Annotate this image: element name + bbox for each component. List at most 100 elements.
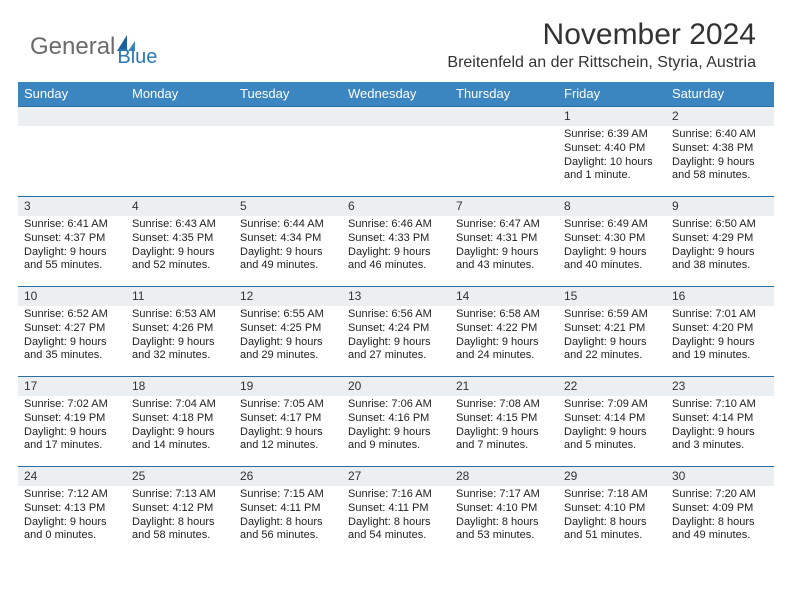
day-cell: 24Sunrise: 7:12 AMSunset: 4:13 PMDayligh… bbox=[18, 466, 126, 556]
day-sunset: Sunset: 4:21 PM bbox=[564, 322, 660, 336]
day-cell: 19Sunrise: 7:05 AMSunset: 4:17 PMDayligh… bbox=[234, 376, 342, 466]
day-d2: and 58 minutes. bbox=[132, 529, 228, 543]
day-cell: 11Sunrise: 6:53 AMSunset: 4:26 PMDayligh… bbox=[126, 286, 234, 376]
day-sunset: Sunset: 4:24 PM bbox=[348, 322, 444, 336]
day-cell: 17Sunrise: 7:02 AMSunset: 4:19 PMDayligh… bbox=[18, 376, 126, 466]
day-number: 7 bbox=[450, 197, 558, 216]
day-d2: and 5 minutes. bbox=[564, 439, 660, 453]
day-sunrise: Sunrise: 7:01 AM bbox=[672, 308, 768, 322]
day-sunrise: Sunrise: 6:56 AM bbox=[348, 308, 444, 322]
empty-cell bbox=[18, 106, 126, 196]
day-sunset: Sunset: 4:19 PM bbox=[24, 412, 120, 426]
day-body: Sunrise: 7:08 AMSunset: 4:15 PMDaylight:… bbox=[450, 396, 558, 457]
day-d1: Daylight: 9 hours bbox=[672, 426, 768, 440]
day-d1: Daylight: 9 hours bbox=[24, 426, 120, 440]
day-sunset: Sunset: 4:26 PM bbox=[132, 322, 228, 336]
day-d1: Daylight: 9 hours bbox=[240, 426, 336, 440]
dow-cell: Friday bbox=[558, 82, 666, 106]
day-d1: Daylight: 10 hours bbox=[564, 156, 660, 170]
day-cell: 13Sunrise: 6:56 AMSunset: 4:24 PMDayligh… bbox=[342, 286, 450, 376]
day-number: 24 bbox=[18, 467, 126, 486]
day-d2: and 49 minutes. bbox=[240, 259, 336, 273]
day-cell: 20Sunrise: 7:06 AMSunset: 4:16 PMDayligh… bbox=[342, 376, 450, 466]
day-body: Sunrise: 6:44 AMSunset: 4:34 PMDaylight:… bbox=[234, 216, 342, 277]
day-body: Sunrise: 7:09 AMSunset: 4:14 PMDaylight:… bbox=[558, 396, 666, 457]
daynum-bar-empty bbox=[126, 107, 234, 126]
day-sunset: Sunset: 4:33 PM bbox=[348, 232, 444, 246]
day-sunrise: Sunrise: 7:18 AM bbox=[564, 488, 660, 502]
logo: General Blue bbox=[30, 24, 157, 69]
day-number: 30 bbox=[666, 467, 774, 486]
day-sunrise: Sunrise: 6:41 AM bbox=[24, 218, 120, 232]
day-number: 15 bbox=[558, 287, 666, 306]
day-number: 14 bbox=[450, 287, 558, 306]
day-d1: Daylight: 8 hours bbox=[456, 516, 552, 530]
day-cell: 16Sunrise: 7:01 AMSunset: 4:20 PMDayligh… bbox=[666, 286, 774, 376]
day-d2: and 49 minutes. bbox=[672, 529, 768, 543]
day-cell: 2Sunrise: 6:40 AMSunset: 4:38 PMDaylight… bbox=[666, 106, 774, 196]
day-d2: and 58 minutes. bbox=[672, 169, 768, 183]
day-sunrise: Sunrise: 6:55 AM bbox=[240, 308, 336, 322]
day-sunset: Sunset: 4:09 PM bbox=[672, 502, 768, 516]
day-number: 9 bbox=[666, 197, 774, 216]
daynum-bar-empty bbox=[234, 107, 342, 126]
day-sunset: Sunset: 4:11 PM bbox=[348, 502, 444, 516]
day-d1: Daylight: 9 hours bbox=[672, 246, 768, 260]
day-cell: 12Sunrise: 6:55 AMSunset: 4:25 PMDayligh… bbox=[234, 286, 342, 376]
dow-cell: Thursday bbox=[450, 82, 558, 106]
day-number: 10 bbox=[18, 287, 126, 306]
day-number: 12 bbox=[234, 287, 342, 306]
day-cell: 1Sunrise: 6:39 AMSunset: 4:40 PMDaylight… bbox=[558, 106, 666, 196]
day-sunrise: Sunrise: 7:17 AM bbox=[456, 488, 552, 502]
day-sunrise: Sunrise: 7:05 AM bbox=[240, 398, 336, 412]
day-number: 4 bbox=[126, 197, 234, 216]
day-d2: and 14 minutes. bbox=[132, 439, 228, 453]
day-body: Sunrise: 7:02 AMSunset: 4:19 PMDaylight:… bbox=[18, 396, 126, 457]
day-cell: 14Sunrise: 6:58 AMSunset: 4:22 PMDayligh… bbox=[450, 286, 558, 376]
day-body: Sunrise: 7:13 AMSunset: 4:12 PMDaylight:… bbox=[126, 486, 234, 547]
page-title: November 2024 bbox=[447, 18, 756, 52]
day-body: Sunrise: 6:41 AMSunset: 4:37 PMDaylight:… bbox=[18, 216, 126, 277]
day-cell: 8Sunrise: 6:49 AMSunset: 4:30 PMDaylight… bbox=[558, 196, 666, 286]
day-d1: Daylight: 9 hours bbox=[24, 336, 120, 350]
day-cell: 28Sunrise: 7:17 AMSunset: 4:10 PMDayligh… bbox=[450, 466, 558, 556]
day-cell: 6Sunrise: 6:46 AMSunset: 4:33 PMDaylight… bbox=[342, 196, 450, 286]
day-body: Sunrise: 6:39 AMSunset: 4:40 PMDaylight:… bbox=[558, 126, 666, 187]
day-body: Sunrise: 7:01 AMSunset: 4:20 PMDaylight:… bbox=[666, 306, 774, 367]
day-sunset: Sunset: 4:18 PM bbox=[132, 412, 228, 426]
day-cell: 5Sunrise: 6:44 AMSunset: 4:34 PMDaylight… bbox=[234, 196, 342, 286]
day-d2: and 12 minutes. bbox=[240, 439, 336, 453]
day-number: 6 bbox=[342, 197, 450, 216]
day-d2: and 1 minute. bbox=[564, 169, 660, 183]
day-sunset: Sunset: 4:13 PM bbox=[24, 502, 120, 516]
day-d2: and 29 minutes. bbox=[240, 349, 336, 363]
day-number: 2 bbox=[666, 107, 774, 126]
day-d1: Daylight: 9 hours bbox=[348, 426, 444, 440]
day-d1: Daylight: 8 hours bbox=[132, 516, 228, 530]
day-d2: and 55 minutes. bbox=[24, 259, 120, 273]
day-sunset: Sunset: 4:14 PM bbox=[564, 412, 660, 426]
day-sunrise: Sunrise: 7:09 AM bbox=[564, 398, 660, 412]
day-d2: and 17 minutes. bbox=[24, 439, 120, 453]
day-sunset: Sunset: 4:30 PM bbox=[564, 232, 660, 246]
day-body: Sunrise: 7:05 AMSunset: 4:17 PMDaylight:… bbox=[234, 396, 342, 457]
day-d2: and 56 minutes. bbox=[240, 529, 336, 543]
day-number: 28 bbox=[450, 467, 558, 486]
day-sunrise: Sunrise: 7:15 AM bbox=[240, 488, 336, 502]
day-d1: Daylight: 9 hours bbox=[240, 336, 336, 350]
day-body: Sunrise: 6:40 AMSunset: 4:38 PMDaylight:… bbox=[666, 126, 774, 187]
day-sunrise: Sunrise: 6:50 AM bbox=[672, 218, 768, 232]
day-d2: and 38 minutes. bbox=[672, 259, 768, 273]
day-d1: Daylight: 9 hours bbox=[132, 426, 228, 440]
day-body: Sunrise: 7:12 AMSunset: 4:13 PMDaylight:… bbox=[18, 486, 126, 547]
day-sunset: Sunset: 4:10 PM bbox=[564, 502, 660, 516]
daynum-bar-empty bbox=[342, 107, 450, 126]
day-number: 13 bbox=[342, 287, 450, 306]
day-number: 29 bbox=[558, 467, 666, 486]
day-d2: and 0 minutes. bbox=[24, 529, 120, 543]
day-sunrise: Sunrise: 6:39 AM bbox=[564, 128, 660, 142]
day-sunset: Sunset: 4:35 PM bbox=[132, 232, 228, 246]
day-sunrise: Sunrise: 7:12 AM bbox=[24, 488, 120, 502]
day-body: Sunrise: 7:06 AMSunset: 4:16 PMDaylight:… bbox=[342, 396, 450, 457]
day-sunrise: Sunrise: 6:43 AM bbox=[132, 218, 228, 232]
